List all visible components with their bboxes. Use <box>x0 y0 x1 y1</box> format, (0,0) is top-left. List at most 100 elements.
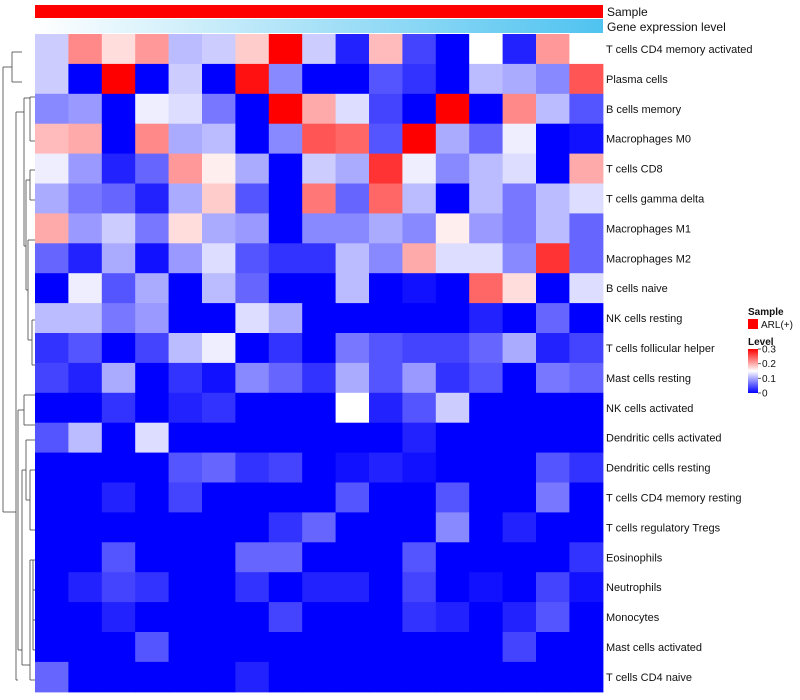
heatmap-cell <box>168 482 203 513</box>
heatmap-cell <box>369 632 403 663</box>
heatmap-cell <box>536 213 570 244</box>
heatmap-cell <box>335 542 370 573</box>
row-label: Eosinophils <box>606 552 663 564</box>
heatmap-cell <box>101 422 136 454</box>
heatmap-cell <box>101 153 136 185</box>
heatmap-cell <box>369 34 403 65</box>
heatmap-cell <box>335 333 370 364</box>
heatmap-cell <box>302 602 337 633</box>
row-label: B cells memory <box>606 104 682 116</box>
heatmap-cell <box>302 303 337 334</box>
heatmap-cell <box>302 34 337 65</box>
heatmap-cell <box>68 213 103 244</box>
heatmap-cell <box>536 632 570 663</box>
heatmap-cell <box>369 93 403 125</box>
heatmap-cell <box>202 243 236 274</box>
heatmap-cell <box>435 303 470 334</box>
heatmap-cell <box>68 661 103 693</box>
heatmap-cell <box>35 542 69 573</box>
heatmap-cell <box>502 542 537 573</box>
heatmap-cell <box>402 422 437 454</box>
heatmap-cell <box>469 123 504 155</box>
heatmap-cell <box>502 93 537 125</box>
heatmap-cell <box>335 602 370 633</box>
heatmap-cell <box>268 572 303 603</box>
heatmap-cell <box>235 392 270 424</box>
heatmap-cell <box>168 303 203 334</box>
legend-level-ticks: 0.3 0.2 0.1 0 <box>758 345 776 400</box>
heatmap-cell <box>435 661 470 693</box>
heatmap-cell <box>435 183 470 214</box>
heatmap-cell <box>101 542 136 573</box>
heatmap-cell <box>35 34 69 65</box>
heatmap-cell <box>435 452 470 484</box>
heatmap-cell <box>235 123 270 155</box>
heatmap-cell <box>35 183 69 214</box>
legend-tick-label: 0.2 <box>762 359 776 370</box>
heatmap-cell <box>302 243 337 274</box>
heatmap-cell <box>35 422 69 454</box>
heatmap-cell <box>435 632 470 663</box>
heatmap-cell <box>536 243 570 274</box>
heatmap-cell <box>168 661 203 693</box>
heatmap-cell <box>569 572 604 603</box>
legend-tick-label: 0.3 <box>762 345 776 356</box>
heatmap-cell <box>502 512 537 543</box>
heatmap-cell <box>202 183 236 214</box>
heatmap-cell <box>268 333 303 364</box>
heatmap-cell <box>135 273 170 304</box>
heatmap-cell <box>135 213 170 244</box>
heatmap-cell <box>268 512 303 543</box>
heatmap-cell <box>268 392 303 424</box>
heatmap-cell <box>402 34 437 65</box>
heatmap-cell <box>101 632 136 663</box>
heatmap-cell <box>35 273 69 304</box>
heatmap-cell <box>402 661 437 693</box>
heatmap-cell <box>68 303 103 334</box>
heatmap-cell <box>202 602 236 633</box>
heatmap-cell <box>302 512 337 543</box>
heatmap-cell <box>435 273 470 304</box>
heatmap-cell <box>235 422 270 454</box>
heatmap-cell <box>268 542 303 573</box>
heatmap-cell <box>402 542 437 573</box>
heatmap-cell <box>402 123 437 155</box>
heatmap-cell <box>502 632 537 663</box>
sample-annotation-label: Sample <box>607 5 648 19</box>
heatmap-cell <box>536 34 570 65</box>
heatmap-cell <box>435 572 470 603</box>
heatmap-cell <box>335 392 370 424</box>
heatmap-cell <box>402 213 437 244</box>
heatmap-cell <box>435 542 470 573</box>
row-label: T cells gamma delta <box>606 193 705 205</box>
heatmap-cell <box>202 63 236 95</box>
heatmap-cell <box>402 632 437 663</box>
heatmap-cell <box>35 303 69 334</box>
heatmap-cell <box>135 34 170 65</box>
heatmap-cell <box>235 602 270 633</box>
heatmap-cell <box>469 452 504 484</box>
heatmap-cell <box>101 123 136 155</box>
heatmap-cells <box>35 34 604 693</box>
heatmap-cell <box>235 34 270 65</box>
heatmap-cell <box>302 632 337 663</box>
heatmap-cell <box>302 213 337 244</box>
heatmap-cell <box>35 93 69 125</box>
heatmap-cell <box>168 422 203 454</box>
row-label: T cells CD4 memory activated <box>606 44 753 56</box>
heatmap-cell <box>168 183 203 214</box>
heatmap-cell <box>168 63 203 95</box>
sample-annotation-bar <box>35 5 603 18</box>
heatmap-cell <box>168 333 203 364</box>
heatmap-cell <box>569 632 604 663</box>
heatmap-cell <box>369 183 403 214</box>
heatmap-cell <box>235 183 270 214</box>
heatmap-cell <box>569 123 604 155</box>
heatmap-cell <box>435 362 470 394</box>
heatmap-cell <box>335 422 370 454</box>
heatmap-cell <box>435 482 470 513</box>
heatmap-cell <box>135 333 170 364</box>
heatmap-cell <box>202 213 236 244</box>
row-label: Macrophages M2 <box>606 253 691 265</box>
